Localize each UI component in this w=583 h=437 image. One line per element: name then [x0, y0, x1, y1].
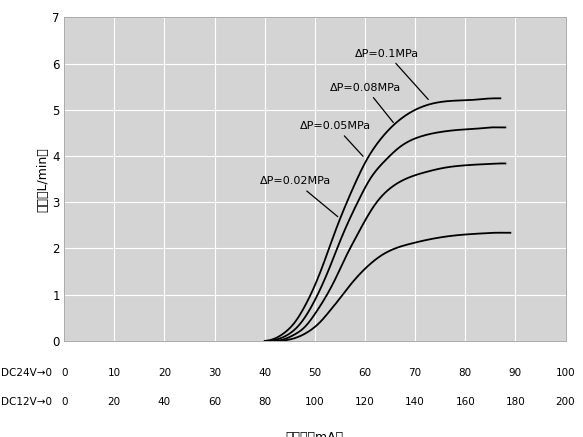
Text: 40: 40: [158, 397, 171, 407]
Text: 140: 140: [405, 397, 425, 407]
Text: 0: 0: [61, 368, 68, 378]
Text: 40: 40: [258, 368, 271, 378]
Text: 20: 20: [158, 368, 171, 378]
Text: 120: 120: [355, 397, 375, 407]
Text: 電流値（mA）: 電流値（mA）: [286, 431, 344, 437]
Text: 0: 0: [61, 397, 68, 407]
Text: DC24V→0: DC24V→0: [1, 368, 51, 378]
Text: DC12V→0: DC12V→0: [1, 397, 51, 407]
Y-axis label: 流量（L/min）: 流量（L/min）: [37, 147, 50, 212]
Text: 60: 60: [359, 368, 371, 378]
Text: 10: 10: [108, 368, 121, 378]
Text: 20: 20: [108, 397, 121, 407]
Text: 30: 30: [208, 368, 221, 378]
Text: 90: 90: [509, 368, 522, 378]
Text: 200: 200: [556, 397, 575, 407]
Text: 60: 60: [208, 397, 221, 407]
Text: 100: 100: [556, 368, 575, 378]
Text: 180: 180: [505, 397, 525, 407]
Text: ΔP=0.1MPa: ΔP=0.1MPa: [355, 49, 429, 100]
Text: ΔP=0.02MPa: ΔP=0.02MPa: [259, 177, 338, 217]
Text: 50: 50: [308, 368, 321, 378]
Text: 160: 160: [455, 397, 475, 407]
Text: 100: 100: [305, 397, 325, 407]
Text: ΔP=0.05MPa: ΔP=0.05MPa: [300, 121, 371, 156]
Text: 80: 80: [459, 368, 472, 378]
Text: 80: 80: [258, 397, 271, 407]
Text: ΔP=0.08MPa: ΔP=0.08MPa: [330, 83, 401, 122]
Text: 70: 70: [409, 368, 422, 378]
